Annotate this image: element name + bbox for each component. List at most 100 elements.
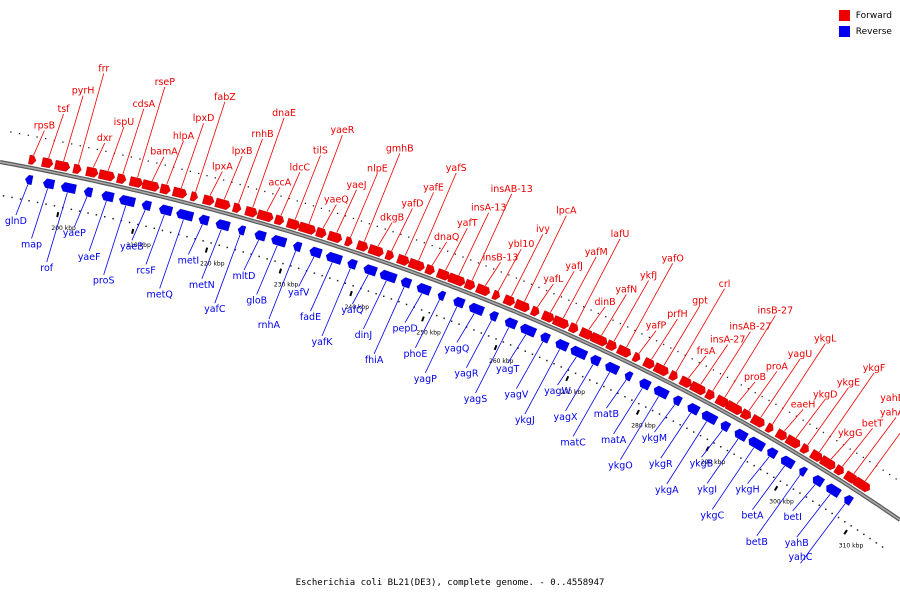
forward-gene-label-yafO: yafO — [662, 253, 684, 264]
scale-dot — [596, 382, 598, 384]
forward-gene-yafT — [435, 268, 451, 281]
leader-line — [772, 343, 826, 425]
leader-line — [15, 184, 29, 216]
scale-dot — [538, 356, 541, 359]
scale-dot — [487, 335, 490, 337]
tick-label: 280 kbp — [631, 423, 656, 430]
scale-dot — [524, 350, 526, 352]
forward-gene-label-yaeR: yaeR — [330, 125, 354, 136]
reverse-gene-yagQ — [468, 302, 485, 317]
scale-dot — [45, 203, 47, 205]
leader-line — [613, 387, 643, 435]
scale-dot — [638, 402, 640, 405]
scale-dot — [328, 210, 331, 212]
forward-gene-label-tilS: tilS — [313, 146, 328, 157]
scale-dot — [194, 238, 196, 240]
forward-gene-label-ykgD: ykgD — [813, 389, 837, 400]
leader-line — [752, 465, 785, 510]
scale-dot — [242, 251, 244, 253]
reverse-gene-label-pepD: pepD — [392, 324, 417, 335]
leader-line — [484, 262, 501, 286]
reverse-gene-matC — [605, 361, 621, 376]
scale-dot — [816, 427, 818, 429]
scale-dot — [779, 480, 782, 482]
scale-dot — [589, 379, 591, 381]
legend-reverse-label: Reverse — [855, 26, 892, 37]
leader-line — [73, 196, 88, 228]
leader-line — [352, 274, 369, 305]
scale-dot — [169, 231, 172, 234]
leader-line — [431, 241, 448, 266]
reverse-gene-yafK — [347, 258, 358, 270]
leader-line — [537, 283, 554, 308]
leader-line — [792, 484, 816, 512]
reverse-gene-ykgA — [701, 410, 719, 426]
scale-dot — [352, 217, 355, 220]
scale-dot — [746, 461, 749, 463]
scale-dot — [836, 440, 838, 442]
scale-dot — [145, 225, 147, 228]
leader-line — [180, 123, 204, 189]
forward-gene-yahE — [852, 476, 870, 493]
reverse-gene-yagR — [489, 311, 500, 322]
scale-dot — [415, 239, 418, 241]
forward-gene-label-yafE: yafE — [423, 183, 444, 194]
forward-gene-label-yafL: yafL — [543, 274, 564, 285]
leader-line — [475, 327, 510, 394]
leader-line — [800, 503, 846, 564]
scale-dot — [691, 358, 693, 360]
forward-gene-label-lpxD: lpxD — [193, 113, 215, 124]
leader-line — [557, 356, 577, 386]
forward-gene-label-ykgF: ykgF — [863, 363, 886, 374]
scale-dot — [706, 438, 709, 441]
reverse-gene-betB — [799, 466, 809, 477]
scale-dot — [304, 202, 306, 204]
scale-dot — [856, 529, 859, 531]
reverse-gene-label-yaeP: yaeP — [63, 228, 86, 239]
leader-line — [122, 108, 145, 175]
scale-dot — [130, 156, 133, 158]
scale-dot — [153, 227, 155, 230]
scale-dot — [485, 265, 487, 267]
legend-forward: Forward — [838, 9, 892, 22]
scale-dot — [786, 484, 788, 486]
scale-dot — [553, 363, 555, 365]
leader-line — [350, 173, 378, 238]
leader-line — [466, 320, 492, 368]
leader-line — [524, 349, 560, 415]
forward-gene-label-ykgL: ykgL — [814, 334, 837, 345]
reverse-gene-label-ykgA: ykgA — [655, 485, 679, 496]
leader-line — [588, 306, 606, 330]
forward-gene-lafU — [567, 322, 579, 334]
scale-dot — [698, 361, 700, 364]
forward-gene-yafE — [396, 253, 410, 266]
map-caption: Escherichia coli BL21(DE3), complete gen… — [295, 578, 605, 588]
tick-label: 230 kbp — [274, 282, 299, 289]
forward-gene-lpxB — [214, 197, 231, 211]
forward-gene-label-dnaQ: dnaQ — [434, 232, 459, 243]
scale-dot — [713, 442, 715, 444]
scale-dot — [856, 452, 858, 454]
leader-line — [321, 268, 351, 337]
leader-line — [562, 256, 597, 319]
reverse-gene-betI — [812, 474, 826, 488]
scale-dot — [297, 267, 300, 270]
leader-line — [712, 331, 751, 392]
scale-dot — [480, 332, 483, 334]
leader-line — [711, 447, 755, 510]
scale-dot — [450, 320, 453, 322]
reverse-gene-yahC — [844, 494, 854, 506]
scale-dot — [658, 413, 661, 415]
forward-gene-yafJ — [540, 310, 555, 323]
scale-dot — [398, 300, 400, 303]
forward-gene-lpxA — [202, 194, 215, 206]
forward-gene-label-rnhB: rnhB — [251, 129, 273, 140]
scale-dot — [384, 228, 386, 230]
reverse-gene-label-yafC: yafC — [204, 304, 226, 315]
scale-dot — [390, 298, 393, 300]
leader-line — [830, 437, 851, 460]
forward-gene-label-yafN: yafN — [615, 285, 637, 296]
scale-dot — [631, 399, 633, 401]
forward-gene-label-frr: frr — [98, 63, 109, 74]
reverse-gene-label-mltD: mltD — [233, 271, 256, 282]
